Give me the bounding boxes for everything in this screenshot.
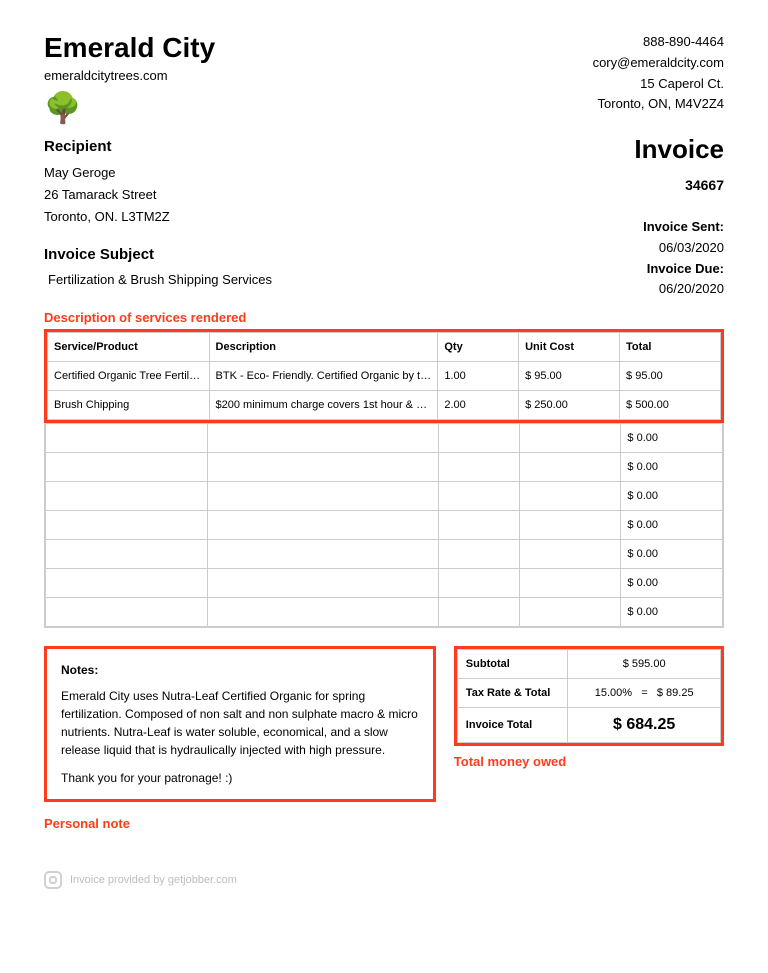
recipient-name: May Geroge [44,162,272,184]
cell-total: $ 95.00 [620,362,721,391]
col-description: Description [209,333,438,362]
totals-table: Subtotal $ 595.00 Tax Rate & Total 15.00… [457,649,721,743]
cell-total: $ 500.00 [620,391,721,420]
col-unit: Unit Cost [519,333,620,362]
cell-service: Certified Organic Tree Fertilization [48,362,210,391]
tax-rate: 15.00% [595,687,632,699]
line-items-wrap: Service/Product Description Qty Unit Cos… [44,329,724,628]
line-items-table: Service/Product Description Qty Unit Cos… [47,332,721,420]
cell-unit: $ 95.00 [519,362,620,391]
invoice-meta: Invoice 34667 Invoice Sent: 06/03/2020 I… [634,134,724,300]
subtotal-value: $ 595.00 [568,650,721,679]
cell-total-empty: $ 0.00 [621,569,723,598]
cell-unit: $ 250.00 [519,391,620,420]
company-name: Emerald City [44,32,215,64]
cell-total-empty: $ 0.00 [621,511,723,540]
table-row-empty: $ 0.00 [46,424,723,453]
tax-value: 15.00% = $ 89.25 [568,679,721,708]
invoice-due-label: Invoice Due: [634,259,724,280]
notes-box: Notes: Emerald City uses Nutra-Leaf Cert… [44,646,436,802]
annotation-personal-note: Personal note [44,816,436,831]
totals-box: Subtotal $ 595.00 Tax Rate & Total 15.00… [454,646,724,746]
cell-qty: 1.00 [438,362,519,391]
notes-heading: Notes: [61,661,419,679]
contact-city: Toronto, ON, M4V2Z4 [593,94,724,115]
tax-label: Tax Rate & Total [457,679,568,708]
recipient-street: 26 Tamarack Street [44,184,272,206]
col-service: Service/Product [48,333,210,362]
invoice-title: Invoice [634,134,724,165]
empty-rows-table: $ 0.00 $ 0.00 $ 0.00 $ 0.00 $ 0.00 $ 0.0… [45,423,723,627]
line-items-highlight: Service/Product Description Qty Unit Cos… [44,329,724,423]
table-row-empty: $ 0.00 [46,511,723,540]
mid-row: Recipient May Geroge 26 Tamarack Street … [44,134,724,300]
totals-column: Subtotal $ 595.00 Tax Rate & Total 15.00… [454,646,724,835]
col-total: Total [620,333,721,362]
invoice-number: 34667 [634,177,724,193]
cell-description: $200 minimum charge covers 1st hour & $2… [209,391,438,420]
table-row: Brush Chipping $200 minimum charge cover… [48,391,721,420]
tax-eq: = [641,687,647,699]
invoice-total-value: $ 684.25 [568,708,721,743]
subtotal-row: Subtotal $ 595.00 [457,650,720,679]
cell-description: BTK - Eco- Friendly. Certified Organic b… [209,362,438,391]
jobber-icon [44,871,62,889]
empty-rows-container: $ 0.00 $ 0.00 $ 0.00 $ 0.00 $ 0.00 $ 0.0… [44,423,724,628]
contact-block: 888-890-4464 cory@emeraldcity.com 15 Cap… [593,32,724,115]
invoice-total-row: Invoice Total $ 684.25 [457,708,720,743]
col-qty: Qty [438,333,519,362]
table-row-empty: $ 0.00 [46,453,723,482]
table-row-empty: $ 0.00 [46,482,723,511]
lower-row: Notes: Emerald City uses Nutra-Leaf Cert… [44,646,724,835]
tax-row: Tax Rate & Total 15.00% = $ 89.25 [457,679,720,708]
contact-phone: 888-890-4464 [593,32,724,53]
subject-text: Fertilization & Brush Shipping Services [44,269,272,291]
subtotal-label: Subtotal [457,650,568,679]
cell-total-empty: $ 0.00 [621,453,723,482]
invoice-total-label: Invoice Total [457,708,568,743]
invoice-dates: Invoice Sent: 06/03/2020 Invoice Due: 06… [634,217,724,300]
cell-total-empty: $ 0.00 [621,424,723,453]
tree-icon: 🌳 [44,91,215,126]
invoice-sent-label: Invoice Sent: [634,217,724,238]
footer-text: Invoice provided by getjobber.com [70,874,237,886]
contact-email: cory@emeraldcity.com [593,53,724,74]
subject-heading: Invoice Subject [44,242,272,268]
notes-thanks: Thank you for your patronage! :) [61,769,419,787]
tax-amount: $ 89.25 [657,687,694,699]
table-row-empty: $ 0.00 [46,540,723,569]
invoice-sent-date: 06/03/2020 [634,238,724,259]
table-header-row: Service/Product Description Qty Unit Cos… [48,333,721,362]
invoice-page: Emerald City emeraldcitytrees.com 🌳 888-… [0,0,768,909]
cell-service: Brush Chipping [48,391,210,420]
company-block: Emerald City emeraldcitytrees.com 🌳 [44,32,215,126]
notes-column: Notes: Emerald City uses Nutra-Leaf Cert… [44,646,436,835]
table-row: Certified Organic Tree Fertilization BTK… [48,362,721,391]
recipient-city: Toronto, ON. L3TM2Z [44,206,272,228]
annotation-totals: Total money owed [454,754,724,769]
table-row-empty: $ 0.00 [46,598,723,627]
cell-qty: 2.00 [438,391,519,420]
cell-total-empty: $ 0.00 [621,598,723,627]
cell-total-empty: $ 0.00 [621,482,723,511]
cell-total-empty: $ 0.00 [621,540,723,569]
table-row-empty: $ 0.00 [46,569,723,598]
footer: Invoice provided by getjobber.com [44,871,724,889]
recipient-block: Recipient May Geroge 26 Tamarack Street … [44,134,272,300]
subject-block: Invoice Subject Fertilization & Brush Sh… [44,242,272,292]
annotation-services: Description of services rendered [44,310,724,325]
header-row: Emerald City emeraldcitytrees.com 🌳 888-… [44,32,724,126]
contact-street: 15 Caperol Ct. [593,74,724,95]
notes-body: Emerald City uses Nutra-Leaf Certified O… [61,687,419,759]
invoice-due-date: 06/20/2020 [634,279,724,300]
recipient-heading: Recipient [44,134,272,160]
company-website: emeraldcitytrees.com [44,68,215,83]
